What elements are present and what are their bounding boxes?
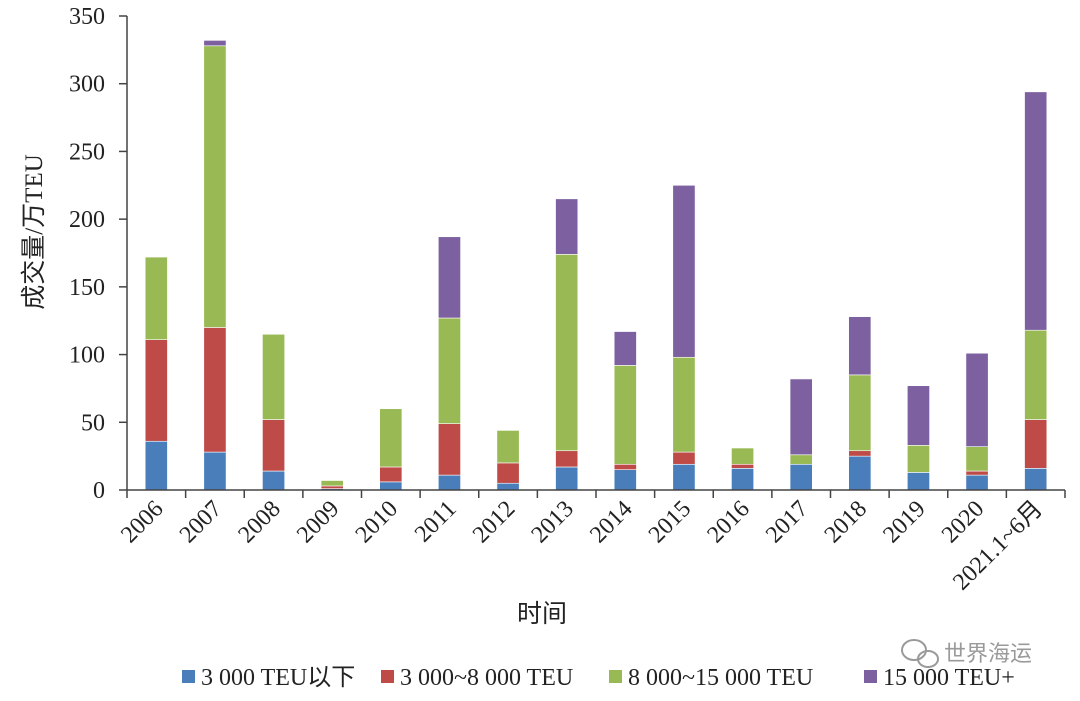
bar-segment bbox=[848, 455, 872, 491]
bar-segment bbox=[731, 447, 755, 465]
bar-segment bbox=[437, 317, 461, 424]
bar-segment bbox=[379, 408, 403, 468]
x-tick-label: 2010 bbox=[351, 496, 403, 548]
watermark: 世界海运 bbox=[901, 639, 1032, 668]
bar-segment bbox=[555, 450, 579, 468]
bar-segment bbox=[262, 419, 286, 472]
x-tick-label: 2008 bbox=[233, 496, 285, 548]
legend-swatch bbox=[864, 670, 877, 683]
bars-group bbox=[144, 40, 1048, 491]
bar-segment bbox=[496, 430, 520, 464]
watermark-text: 世界海运 bbox=[944, 642, 1032, 667]
bar-segment bbox=[731, 463, 755, 469]
bar-segment bbox=[965, 352, 989, 447]
wechat-icon bbox=[901, 639, 939, 668]
bar-segment bbox=[613, 365, 637, 465]
y-tick-label: 50 bbox=[81, 410, 105, 436]
bar-segment bbox=[1024, 419, 1048, 469]
x-tick-label: 2019 bbox=[878, 496, 930, 548]
bar-segment bbox=[262, 333, 286, 420]
bar-segment bbox=[789, 463, 813, 491]
bar-segment bbox=[437, 423, 461, 476]
legend-swatch bbox=[381, 670, 394, 683]
bar-segment bbox=[1024, 329, 1048, 420]
bar-segment bbox=[1024, 91, 1048, 331]
y-tick-label: 250 bbox=[69, 139, 105, 165]
x-tick-label: 2014 bbox=[585, 496, 637, 548]
y-tick-label: 0 bbox=[93, 478, 105, 504]
x-axis-title: 时间 bbox=[517, 600, 567, 628]
legend: 3 000 TEU以下 3 000~8 000 TEU 8 000~15 000 T… bbox=[182, 665, 1015, 691]
bar-segment bbox=[555, 198, 579, 255]
y-tick-label: 300 bbox=[69, 72, 105, 98]
bar-segment bbox=[789, 454, 813, 465]
y-tick-label: 100 bbox=[69, 343, 105, 369]
bar-segment bbox=[555, 254, 579, 452]
x-tick-label: 2007 bbox=[175, 496, 227, 548]
y-axis-title: 成交量/万TEU bbox=[20, 154, 48, 310]
bar-segment bbox=[144, 256, 168, 340]
x-tick-label: 2013 bbox=[527, 496, 579, 548]
bar-segment bbox=[379, 481, 403, 491]
bar-segment bbox=[731, 468, 755, 491]
bar-segment bbox=[144, 339, 168, 442]
bar-segment bbox=[379, 466, 403, 483]
bar-segment bbox=[848, 316, 872, 376]
y-ticks-group: 0 50 100 150 200 250 300 350 bbox=[69, 4, 127, 504]
x-tick-label: 2011 bbox=[410, 496, 462, 548]
bar-segment bbox=[203, 45, 227, 328]
x-tick-label: 2018 bbox=[820, 496, 872, 548]
legend-label: 8 000~15 000 TEU bbox=[628, 665, 813, 691]
bar-segment bbox=[555, 466, 579, 491]
bar-segment bbox=[965, 470, 989, 476]
bar-segment bbox=[437, 236, 461, 319]
x-tick-label: 2016 bbox=[702, 496, 754, 548]
bar-segment bbox=[203, 327, 227, 453]
bar-segment bbox=[437, 474, 461, 491]
y-tick-label: 150 bbox=[69, 275, 105, 301]
bar-segment bbox=[320, 480, 344, 487]
bar-segment bbox=[1024, 468, 1048, 491]
legend-label: 3 000 TEU以下 bbox=[201, 665, 355, 691]
bar-segment bbox=[789, 378, 813, 456]
bar-segment bbox=[672, 451, 696, 465]
bar-segment bbox=[262, 470, 286, 491]
bar-segment bbox=[613, 469, 637, 491]
bar-segment bbox=[496, 462, 520, 484]
legend-swatch bbox=[609, 670, 622, 683]
x-ticks-group: 2006 2007 2008 2009 2010 2011 2012 2013 2014 2015… bbox=[116, 490, 1066, 596]
bar-segment bbox=[203, 40, 227, 47]
y-tick-label: 200 bbox=[69, 207, 105, 233]
x-tick-label: 2017 bbox=[761, 496, 813, 548]
bar-segment bbox=[613, 463, 637, 470]
bar-segment bbox=[848, 374, 872, 452]
x-tick-label: 2009 bbox=[292, 496, 344, 548]
bar-segment bbox=[613, 331, 637, 366]
bar-segment bbox=[906, 385, 930, 446]
bar-segment bbox=[906, 445, 930, 473]
legend-label: 15 000 TEU+ bbox=[883, 665, 1015, 691]
legend-label: 3 000~8 000 TEU bbox=[400, 665, 573, 691]
x-tick-label: 2012 bbox=[468, 496, 520, 548]
bar-segment bbox=[496, 482, 520, 491]
bar-segment bbox=[672, 463, 696, 491]
x-tick-label: 2015 bbox=[644, 496, 696, 548]
x-tick-label: 2020 bbox=[937, 496, 989, 548]
y-tick-label: 350 bbox=[69, 4, 105, 30]
x-tick-label: 2006 bbox=[116, 496, 168, 548]
legend-swatch bbox=[182, 670, 195, 683]
bar-segment bbox=[672, 184, 696, 358]
bar-segment bbox=[144, 440, 168, 491]
bar-segment bbox=[965, 446, 989, 472]
bar-segment bbox=[320, 485, 344, 489]
bar-segment bbox=[848, 450, 872, 457]
bar-segment bbox=[906, 472, 930, 491]
bar-segment bbox=[203, 451, 227, 491]
bar-segment bbox=[672, 356, 696, 453]
bar-segment bbox=[965, 474, 989, 491]
